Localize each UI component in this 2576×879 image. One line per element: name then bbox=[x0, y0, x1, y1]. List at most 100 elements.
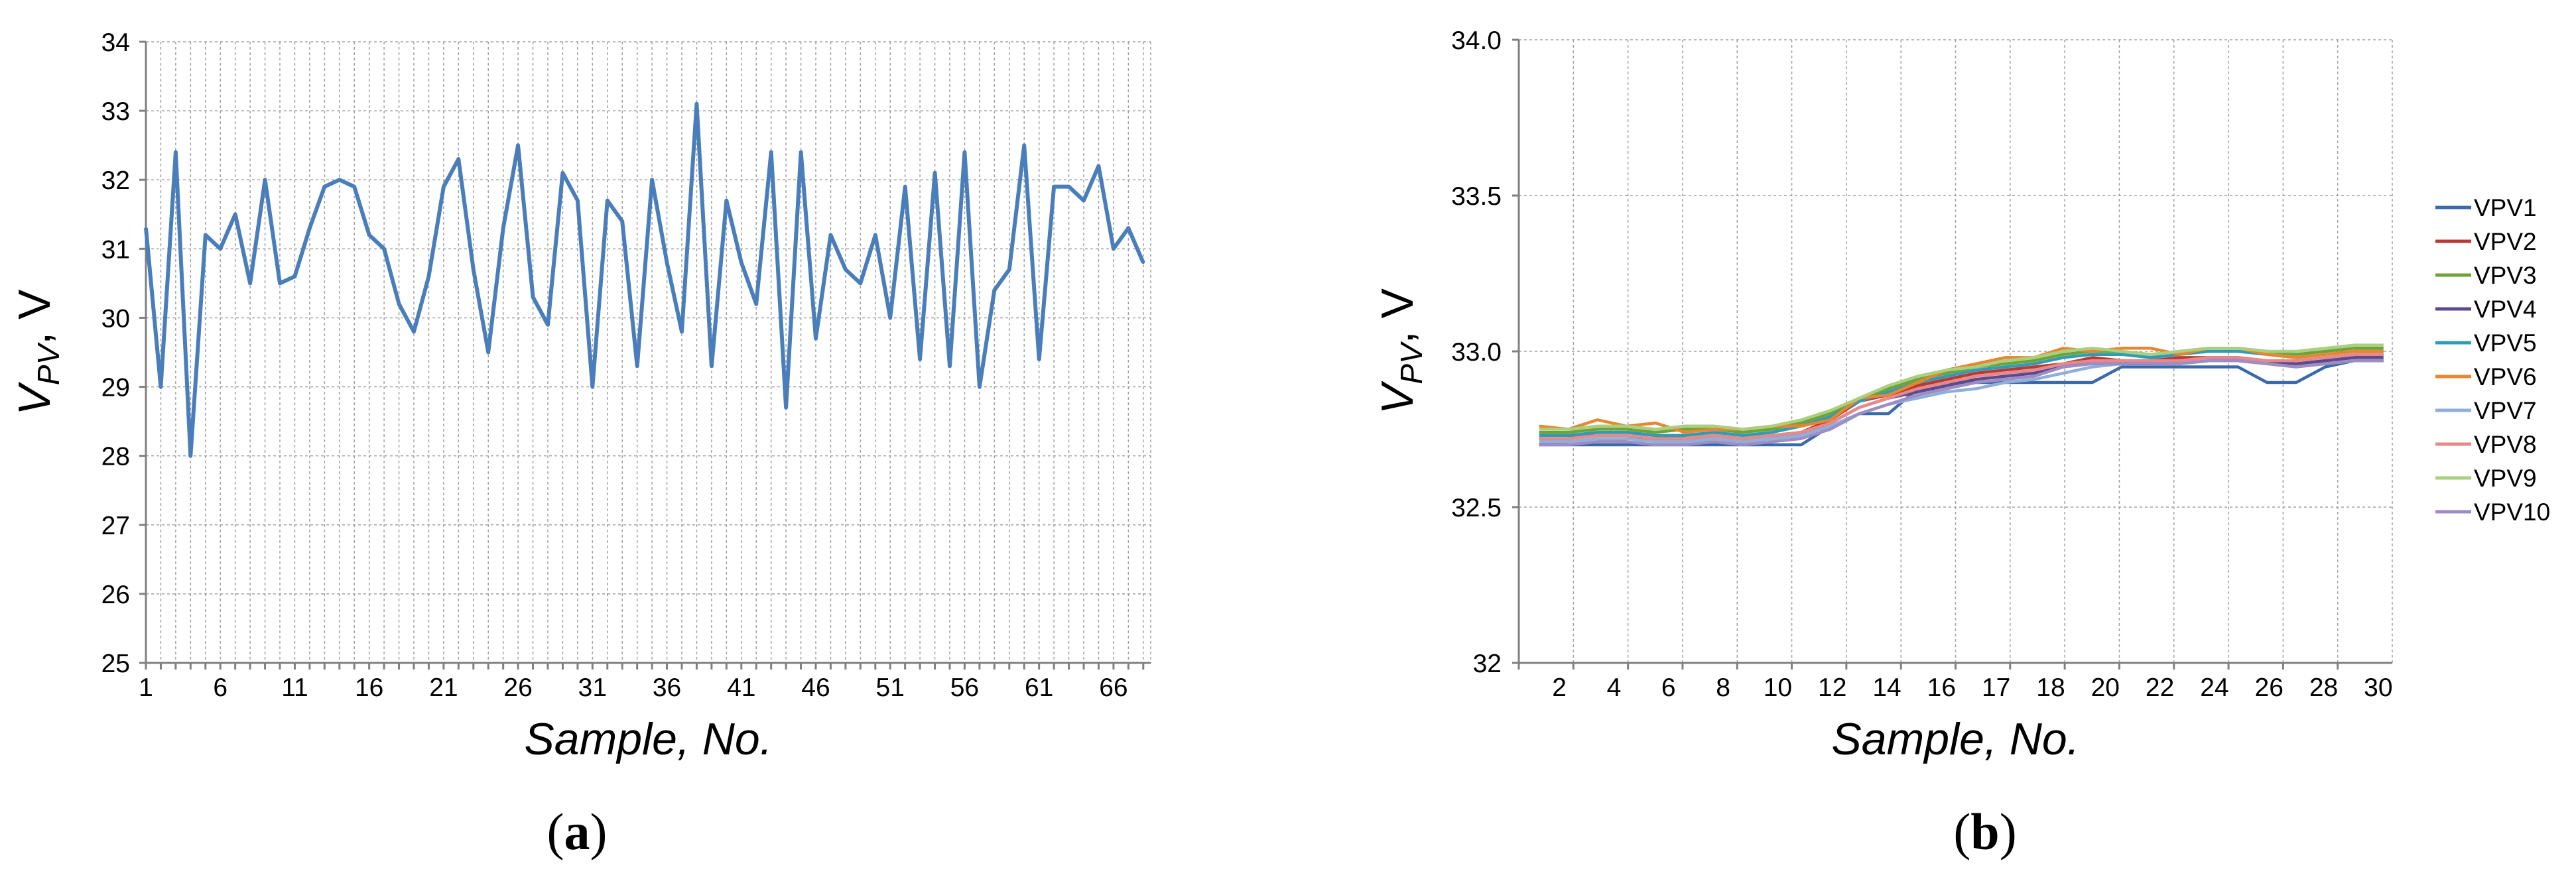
x-tick-label: 66 bbox=[1099, 674, 1127, 702]
y-tick-label: 26 bbox=[101, 581, 130, 609]
x-tick-label: 31 bbox=[578, 674, 607, 702]
y-axis-title-sub: PV bbox=[1394, 341, 1429, 384]
data-point bbox=[1067, 185, 1070, 188]
data-point bbox=[680, 330, 683, 333]
y-axis-title-main: V bbox=[9, 381, 60, 415]
data-point bbox=[1141, 261, 1145, 264]
legend-label: VPV10 bbox=[2474, 498, 2550, 526]
data-point bbox=[531, 296, 535, 299]
data-point bbox=[1053, 185, 1056, 188]
x-tick-label: 46 bbox=[801, 674, 830, 702]
x-tick-label: 10 bbox=[1764, 674, 1792, 702]
data-point bbox=[695, 102, 698, 105]
data-point bbox=[799, 150, 803, 154]
legend-label: VPV4 bbox=[2474, 296, 2537, 323]
legend-label: VPV9 bbox=[2474, 465, 2537, 492]
legend-label: VPV1 bbox=[2474, 194, 2537, 221]
x-tick-label: 17 bbox=[1982, 674, 2010, 702]
data-point bbox=[829, 233, 832, 237]
x-tick-label: 20 bbox=[2091, 674, 2120, 702]
data-point bbox=[1082, 199, 1085, 202]
data-point bbox=[367, 233, 371, 237]
y-tick-label: 34.0 bbox=[1451, 27, 1502, 55]
data-point bbox=[1112, 247, 1115, 251]
data-point bbox=[204, 233, 207, 237]
data-point bbox=[621, 219, 624, 223]
y-tick-label: 29 bbox=[101, 374, 130, 402]
x-tick-label: 61 bbox=[1025, 674, 1053, 702]
data-point bbox=[993, 288, 996, 292]
x-tick-label: 22 bbox=[2146, 674, 2174, 702]
panel-label-a: (a) bbox=[547, 803, 608, 860]
y-axis-title-main: V bbox=[1372, 381, 1423, 414]
x-tick-label: 41 bbox=[727, 674, 755, 702]
x-tick-label: 12 bbox=[1818, 674, 1846, 702]
y-tick-label: 27 bbox=[101, 512, 130, 540]
data-point bbox=[933, 171, 936, 174]
data-point bbox=[457, 157, 460, 160]
data-point bbox=[725, 199, 728, 202]
data-point bbox=[651, 178, 654, 182]
y-axis-title-unit: , V bbox=[9, 289, 60, 345]
data-point bbox=[487, 351, 490, 354]
data-point bbox=[1037, 357, 1041, 361]
x-tick-label: 14 bbox=[1872, 674, 1901, 702]
series-line bbox=[144, 101, 1145, 458]
data-point bbox=[219, 247, 222, 251]
data-point bbox=[472, 268, 475, 271]
y-tick-label: 33 bbox=[101, 97, 130, 126]
data-point bbox=[889, 316, 892, 320]
data-point bbox=[740, 261, 743, 264]
x-tick-label: 36 bbox=[653, 674, 681, 702]
data-point bbox=[323, 185, 326, 188]
data-point bbox=[785, 406, 788, 409]
data-point bbox=[814, 337, 817, 340]
y-axis-title-sub: PV bbox=[31, 341, 66, 385]
data-point bbox=[517, 144, 520, 147]
data-point bbox=[1127, 227, 1130, 230]
y-axis-title: VPV, V bbox=[1372, 288, 1429, 414]
x-tick-label: 26 bbox=[2255, 674, 2284, 702]
data-point bbox=[501, 227, 505, 230]
legend-label: VPV6 bbox=[2474, 363, 2537, 390]
x-tick-label: 16 bbox=[1927, 674, 1956, 702]
data-point bbox=[919, 357, 922, 361]
x-tick-label: 2 bbox=[1552, 674, 1567, 702]
data-point bbox=[710, 365, 713, 368]
y-tick-label: 31 bbox=[101, 235, 130, 264]
x-tick-label: 26 bbox=[503, 674, 532, 702]
legend-label: VPV8 bbox=[2474, 431, 2537, 458]
data-point bbox=[308, 227, 311, 230]
y-axis-title-unit: , V bbox=[1372, 288, 1423, 343]
data-point bbox=[859, 282, 862, 285]
x-tick-label: 51 bbox=[876, 674, 905, 702]
x-tick-label: 30 bbox=[2364, 674, 2392, 702]
y-tick-label: 34 bbox=[101, 29, 130, 57]
data-point bbox=[427, 274, 430, 278]
data-point bbox=[978, 385, 981, 388]
data-point bbox=[413, 330, 415, 333]
data-point bbox=[353, 185, 356, 188]
data-point bbox=[1097, 164, 1100, 168]
x-tick-label: 16 bbox=[355, 674, 383, 702]
x-tick-label: 6 bbox=[1661, 674, 1676, 702]
data-point bbox=[279, 282, 281, 285]
data-point bbox=[189, 454, 192, 457]
data-point bbox=[769, 150, 773, 154]
data-point bbox=[233, 213, 237, 216]
data-point bbox=[873, 233, 877, 237]
data-point bbox=[338, 178, 341, 182]
x-tick-label: 1 bbox=[139, 674, 153, 702]
y-tick-label: 28 bbox=[101, 443, 130, 471]
legend-label: VPV3 bbox=[2474, 262, 2537, 289]
x-axis-title: Sample, No. bbox=[524, 714, 772, 764]
y-axis-title: VPV, V bbox=[9, 289, 66, 416]
data-point bbox=[561, 171, 564, 174]
data-point bbox=[145, 227, 147, 230]
legend-label: VPV7 bbox=[2474, 397, 2537, 424]
data-point bbox=[547, 323, 549, 326]
data-point bbox=[963, 150, 966, 154]
x-tick-label: 4 bbox=[1607, 674, 1622, 702]
